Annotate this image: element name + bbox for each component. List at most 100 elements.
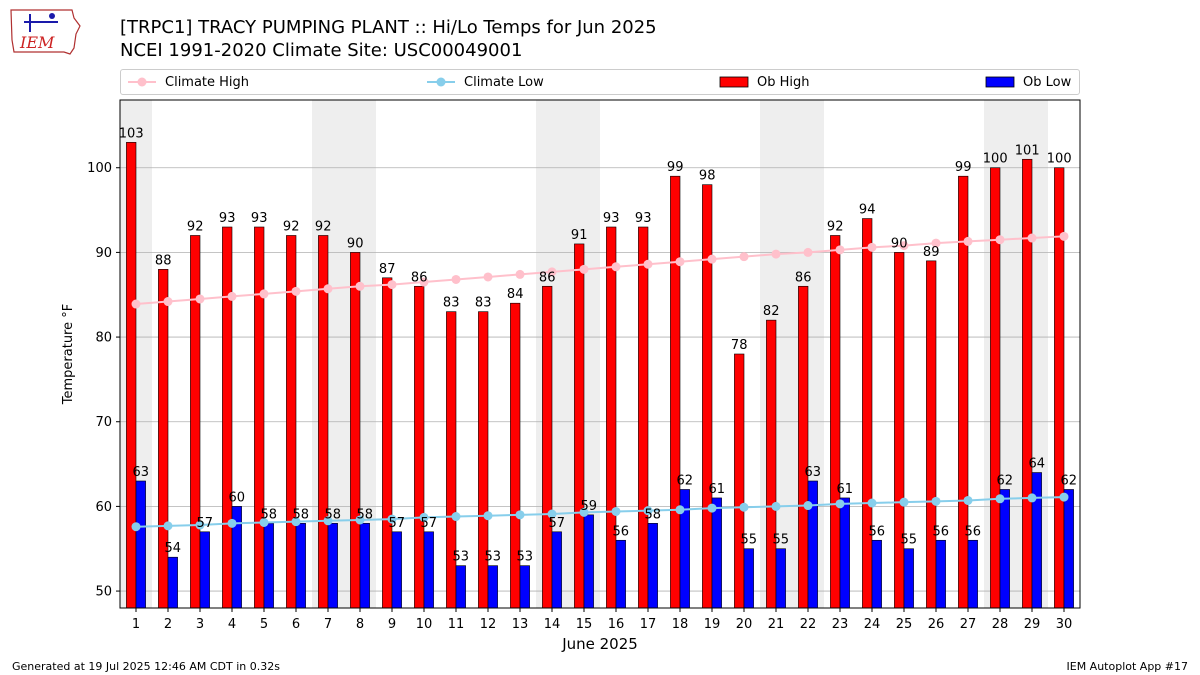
bar-ob-high xyxy=(798,285,809,609)
legend: Climate High Climate Low Ob High Ob Low xyxy=(120,69,1080,95)
point-climate-high xyxy=(931,238,941,248)
data-label-ob-high: 92 xyxy=(315,219,332,234)
x-tick-label: 13 xyxy=(512,617,529,632)
bar-ob-high xyxy=(734,353,745,609)
x-tick-label: 4 xyxy=(228,617,236,632)
bar-ob-low xyxy=(583,514,594,609)
x-tick-label: 21 xyxy=(768,617,785,632)
x-axis-label: June 2025 xyxy=(561,635,638,653)
point-climate-high xyxy=(259,289,269,299)
point-climate-low xyxy=(643,506,653,516)
bar-ob-low xyxy=(615,539,626,609)
bar-ob-low xyxy=(423,531,434,609)
data-label-ob-high: 93 xyxy=(251,211,268,226)
point-climate-high xyxy=(1059,231,1069,241)
x-tick-label: 22 xyxy=(800,617,817,632)
point-climate-high xyxy=(515,269,525,279)
bar-ob-high xyxy=(606,226,617,609)
point-climate-high xyxy=(867,242,877,252)
bar-ob-low xyxy=(903,548,914,609)
x-tick-label: 10 xyxy=(416,617,433,632)
point-climate-high xyxy=(323,284,333,294)
data-label-ob-high: 86 xyxy=(539,270,556,285)
x-tick-label: 15 xyxy=(576,617,593,632)
bar-ob-high xyxy=(542,285,553,609)
y-tick-label: 90 xyxy=(95,246,112,261)
data-label-ob-high: 92 xyxy=(283,219,300,234)
legend-label-climate-high: Climate High xyxy=(165,74,250,90)
x-tick-label: 7 xyxy=(324,617,332,632)
bar-ob-high xyxy=(894,252,905,609)
data-label-ob-low: 53 xyxy=(453,550,470,565)
point-climate-low xyxy=(579,507,589,517)
legend-item-ob-high: Ob High xyxy=(719,70,810,94)
bar-ob-low xyxy=(551,531,562,609)
data-label-ob-high: 90 xyxy=(347,236,364,251)
point-climate-low xyxy=(291,517,301,527)
bar-ob-low xyxy=(1031,472,1042,609)
bar-ob-low xyxy=(871,539,882,609)
data-label-ob-low: 58 xyxy=(357,507,374,522)
bar-ob-low xyxy=(647,523,658,609)
bar-ob-low xyxy=(775,548,786,609)
legend-label-ob-high: Ob High xyxy=(757,74,810,90)
bar-ob-low xyxy=(167,556,178,609)
legend-label-ob-low: Ob Low xyxy=(1023,74,1072,90)
point-climate-low xyxy=(995,494,1005,504)
point-climate-low xyxy=(163,521,173,531)
point-climate-low xyxy=(195,520,205,530)
bar-ob-high xyxy=(638,226,649,609)
x-tick-label: 5 xyxy=(260,617,268,632)
point-climate-low xyxy=(1027,493,1037,503)
bar-ob-low xyxy=(1063,489,1074,609)
point-climate-high xyxy=(291,286,301,296)
data-label-ob-low: 62 xyxy=(1061,473,1078,488)
data-label-ob-low: 55 xyxy=(741,533,758,548)
bar-ob-high xyxy=(158,269,169,609)
data-label-ob-high: 84 xyxy=(507,287,524,302)
x-tick-label: 16 xyxy=(608,617,625,632)
bar-ob-high xyxy=(862,218,873,609)
data-label-ob-high: 83 xyxy=(443,296,460,311)
data-label-ob-low: 53 xyxy=(485,550,502,565)
data-label-ob-low: 62 xyxy=(997,473,1014,488)
point-climate-low xyxy=(963,495,973,505)
data-label-ob-high: 100 xyxy=(983,152,1008,167)
point-climate-low xyxy=(131,522,141,532)
point-climate-low xyxy=(803,501,813,511)
bar-ob-high xyxy=(350,252,361,609)
legend-item-climate-high: Climate High xyxy=(127,70,249,94)
bar-ob-low xyxy=(935,539,946,609)
line-climate-low xyxy=(135,496,1065,528)
data-label-ob-low: 54 xyxy=(165,541,182,556)
data-label-ob-low: 56 xyxy=(933,524,950,539)
point-climate-low xyxy=(739,502,749,512)
data-label-ob-high: 91 xyxy=(571,228,588,243)
x-tick-label: 19 xyxy=(704,617,721,632)
point-climate-low xyxy=(675,505,685,515)
bar-ob-low xyxy=(295,523,306,609)
y-tick-label: 60 xyxy=(95,500,112,515)
app-credit: IEM Autoplot App #17 xyxy=(1066,660,1189,673)
data-label-ob-low: 60 xyxy=(229,490,246,505)
bar-ob-high xyxy=(254,226,265,609)
data-label-ob-high: 101 xyxy=(1015,143,1040,158)
bar-ob-low xyxy=(327,523,338,609)
x-tick-label: 30 xyxy=(1056,617,1073,632)
x-tick-label: 1 xyxy=(132,617,140,632)
plot-frame xyxy=(119,99,1081,609)
data-label-ob-high: 90 xyxy=(891,236,908,251)
data-label-ob-low: 59 xyxy=(581,499,598,514)
data-label-ob-high: 89 xyxy=(923,245,940,260)
point-climate-high xyxy=(707,254,717,264)
point-climate-high xyxy=(195,294,205,304)
bar-ob-high xyxy=(414,285,425,609)
point-climate-high xyxy=(131,299,141,309)
point-climate-low xyxy=(227,518,237,528)
data-label-ob-low: 63 xyxy=(133,465,150,480)
bar-ob-high xyxy=(830,235,841,609)
x-tick-label: 18 xyxy=(672,617,689,632)
point-climate-high xyxy=(835,245,845,255)
point-climate-high xyxy=(611,262,621,272)
